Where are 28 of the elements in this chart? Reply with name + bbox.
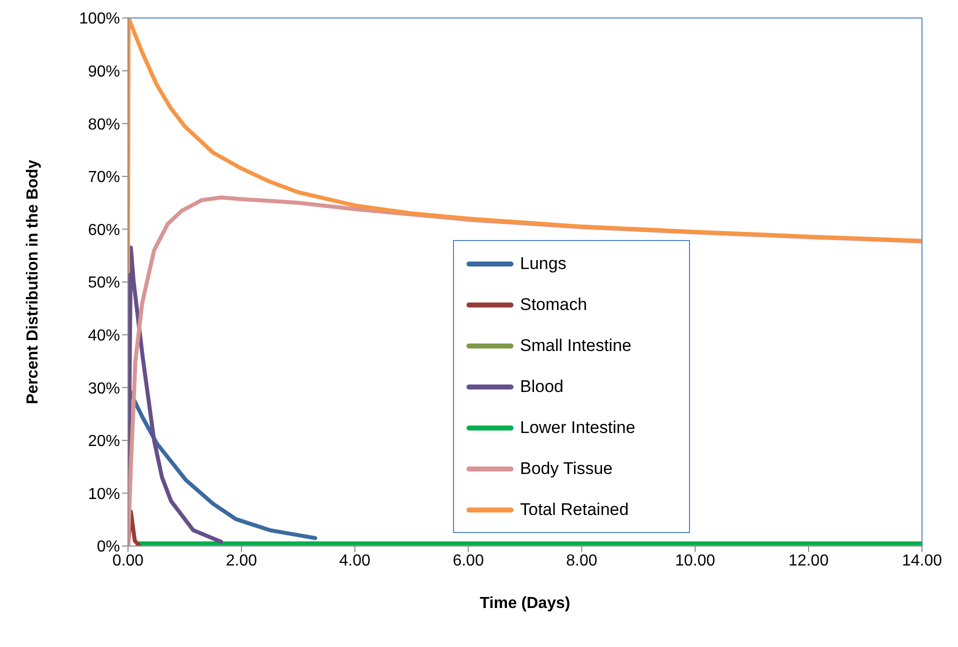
y-tick-label: 40% — [88, 327, 120, 344]
y-tick-label: 90% — [88, 63, 120, 80]
legend-label: Blood — [520, 376, 564, 396]
y-tick-label: 100% — [79, 10, 120, 28]
y-tick-label: 80% — [88, 116, 120, 134]
legend-label: Body Tissue — [520, 458, 613, 478]
y-axis-title: Percent Distribution in the Body — [24, 160, 42, 404]
line-series — [128, 246, 224, 546]
x-tick-label: 8.00 — [566, 552, 598, 570]
y-tick-label: 30% — [88, 380, 120, 398]
y-tick-label: 70% — [88, 169, 120, 186]
legend-label: Lungs — [520, 254, 566, 274]
y-tick-label: 20% — [88, 433, 120, 450]
legend-label: Total Retained — [520, 500, 629, 520]
x-tick-label: 2.00 — [226, 552, 258, 570]
x-tick-label: 6.00 — [452, 552, 484, 570]
x-tick-label: 4.00 — [339, 552, 371, 570]
x-tick-label: 0.00 — [112, 552, 144, 570]
legend-label: Lower Intestine — [520, 418, 636, 438]
legend-label: Small Intestine — [520, 336, 632, 356]
x-axis-title: Time (Days) — [480, 595, 570, 612]
x-tick-label: 14.00 — [902, 552, 942, 570]
x-tick-label: 10.00 — [675, 552, 716, 570]
x-tick-label: 12.00 — [788, 552, 829, 570]
y-tick-label: 10% — [88, 486, 120, 503]
y-tick-label: 60% — [88, 222, 120, 239]
legend-label: Stomach — [520, 294, 588, 314]
y-tick-label: 50% — [88, 274, 120, 292]
